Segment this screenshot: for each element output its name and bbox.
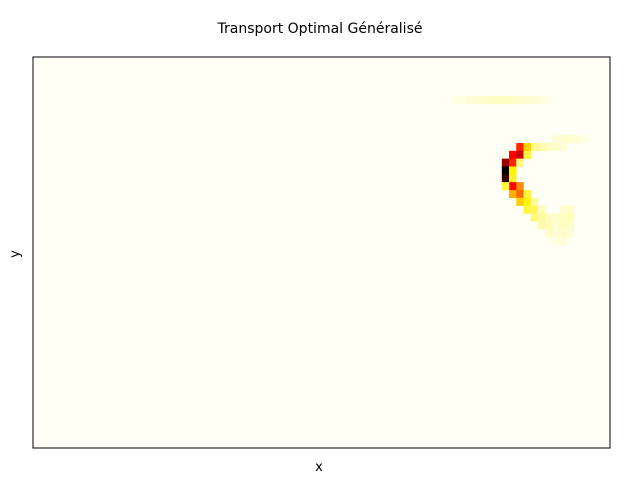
x-axis-label: x (315, 460, 323, 475)
chart-title: Transport Optimal Généralisé (217, 21, 423, 37)
heatmap-cell (566, 205, 575, 214)
heatmap-cell (545, 213, 553, 222)
heatmap-cell (516, 182, 524, 191)
heatmap-cell (509, 189, 517, 199)
heatmap-cell (559, 143, 568, 152)
heatmap-cell (530, 96, 539, 105)
y-axis-label: y (8, 250, 23, 258)
heatmap-cell (509, 158, 517, 167)
heatmap-cell (530, 205, 539, 214)
heatmap-cell (537, 205, 546, 214)
heatmap-cell (559, 213, 568, 222)
heatmap-cell (451, 96, 459, 105)
heatmap-cell (530, 213, 539, 222)
heatmap-cell (537, 213, 546, 222)
heatmap-cell (509, 150, 517, 159)
heatmap-cell (566, 221, 575, 230)
heatmap-cell (523, 197, 531, 206)
heatmap-cell (465, 96, 474, 105)
heatmap-cell (458, 96, 467, 105)
heatmap-cell (472, 96, 481, 105)
heatmap-cell (501, 174, 510, 183)
heatmap-cell (494, 96, 503, 105)
heatmap-cell (501, 166, 510, 175)
heatmap-cell (559, 229, 568, 238)
heatmap-cell (516, 197, 524, 206)
heatmap-cell (573, 135, 582, 144)
heatmap-cell (480, 96, 488, 105)
heatmap-cell (523, 205, 531, 214)
heatmap-cell (530, 143, 539, 152)
plot-area (33, 57, 610, 448)
heatmap-cell (537, 96, 546, 105)
heatmap-cell (552, 236, 560, 245)
heatmap-cell (523, 189, 531, 199)
heatmap-cell (509, 96, 517, 105)
heatmap-cell (545, 96, 553, 105)
heatmap-cell (545, 143, 553, 152)
heatmap-cell (545, 229, 553, 238)
heatmap-cell (530, 197, 539, 206)
heatmap-cell (509, 182, 517, 191)
heatmap-cell (559, 236, 568, 245)
heatmap-cell (516, 189, 524, 199)
heatmap-cell (552, 213, 560, 222)
heatmap-cell (501, 158, 510, 167)
heatmap-cell (552, 143, 560, 152)
heatmap-cell (581, 135, 589, 144)
heatmap-cell (516, 150, 524, 159)
heatmap-cell (566, 213, 575, 222)
heatmap-cell (509, 166, 517, 175)
plot-frame (32, 56, 611, 449)
heatmap-cell (509, 174, 517, 183)
heatmap-cell (537, 143, 546, 152)
heatmap-cell (501, 182, 510, 191)
heatmap-cell (552, 229, 560, 238)
heatmap-cell (516, 96, 524, 105)
heatmap-cell (516, 143, 524, 152)
heatmap-cell (559, 221, 568, 230)
heatmap-cell (487, 96, 495, 105)
heatmap-cell (523, 150, 531, 159)
heatmap-cell (523, 96, 531, 105)
heatmap-cell (566, 229, 575, 238)
heatmap-cell (552, 135, 560, 144)
heatmap-cell (552, 221, 560, 230)
heatmap-cell (559, 205, 568, 214)
heatmap-cell (501, 96, 510, 105)
heatmap-cell (523, 143, 531, 152)
heatmap-cell (559, 135, 568, 144)
heatmap-cell (516, 158, 524, 167)
heatmap-cell (545, 221, 553, 230)
heatmap-cell (537, 221, 546, 230)
heatmap-cells (451, 96, 589, 245)
heatmap-cell (566, 135, 575, 144)
